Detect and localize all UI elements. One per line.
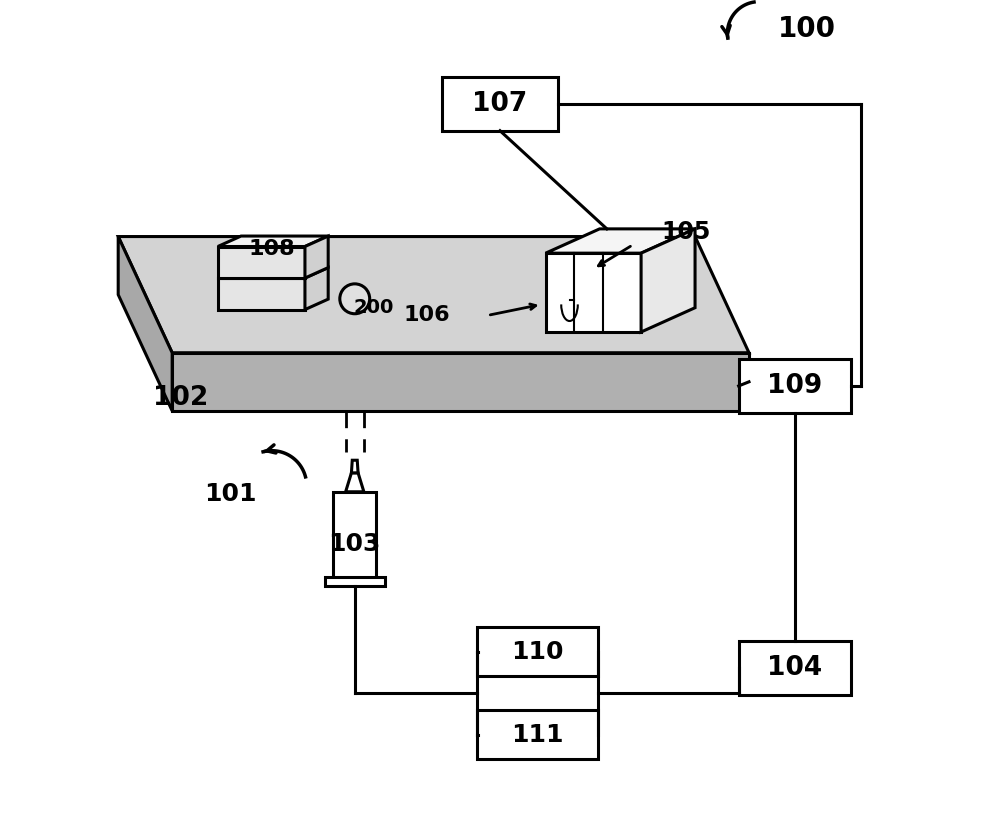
Bar [325, 578, 385, 586]
Polygon shape [218, 278, 305, 310]
Text: 104: 104 [767, 655, 822, 681]
Text: 101: 101 [204, 482, 256, 505]
Polygon shape [218, 267, 328, 278]
Bar [739, 359, 851, 413]
Polygon shape [305, 236, 328, 278]
Bar [333, 491, 376, 579]
Text: 107: 107 [472, 90, 528, 117]
Polygon shape [172, 353, 749, 411]
Text: 108: 108 [248, 239, 295, 259]
Text: 105: 105 [662, 221, 711, 244]
Polygon shape [346, 473, 364, 491]
Text: 103: 103 [329, 532, 381, 555]
Bar [442, 77, 558, 130]
Text: 100: 100 [778, 15, 836, 43]
Circle shape [340, 284, 370, 314]
Polygon shape [218, 236, 328, 247]
Bar [739, 641, 851, 696]
Text: 200: 200 [354, 298, 394, 316]
Polygon shape [305, 267, 328, 310]
Text: 109: 109 [767, 373, 822, 399]
Text: 111: 111 [511, 723, 564, 746]
Bar [477, 627, 598, 676]
Polygon shape [641, 229, 695, 332]
Polygon shape [118, 237, 749, 353]
Text: 106: 106 [404, 305, 450, 325]
Polygon shape [351, 460, 358, 473]
Text: 102: 102 [153, 385, 208, 412]
Polygon shape [546, 229, 695, 253]
Text: 110: 110 [511, 640, 564, 663]
Bar [477, 710, 598, 759]
Polygon shape [118, 237, 172, 411]
Polygon shape [218, 247, 305, 278]
Polygon shape [546, 253, 641, 332]
